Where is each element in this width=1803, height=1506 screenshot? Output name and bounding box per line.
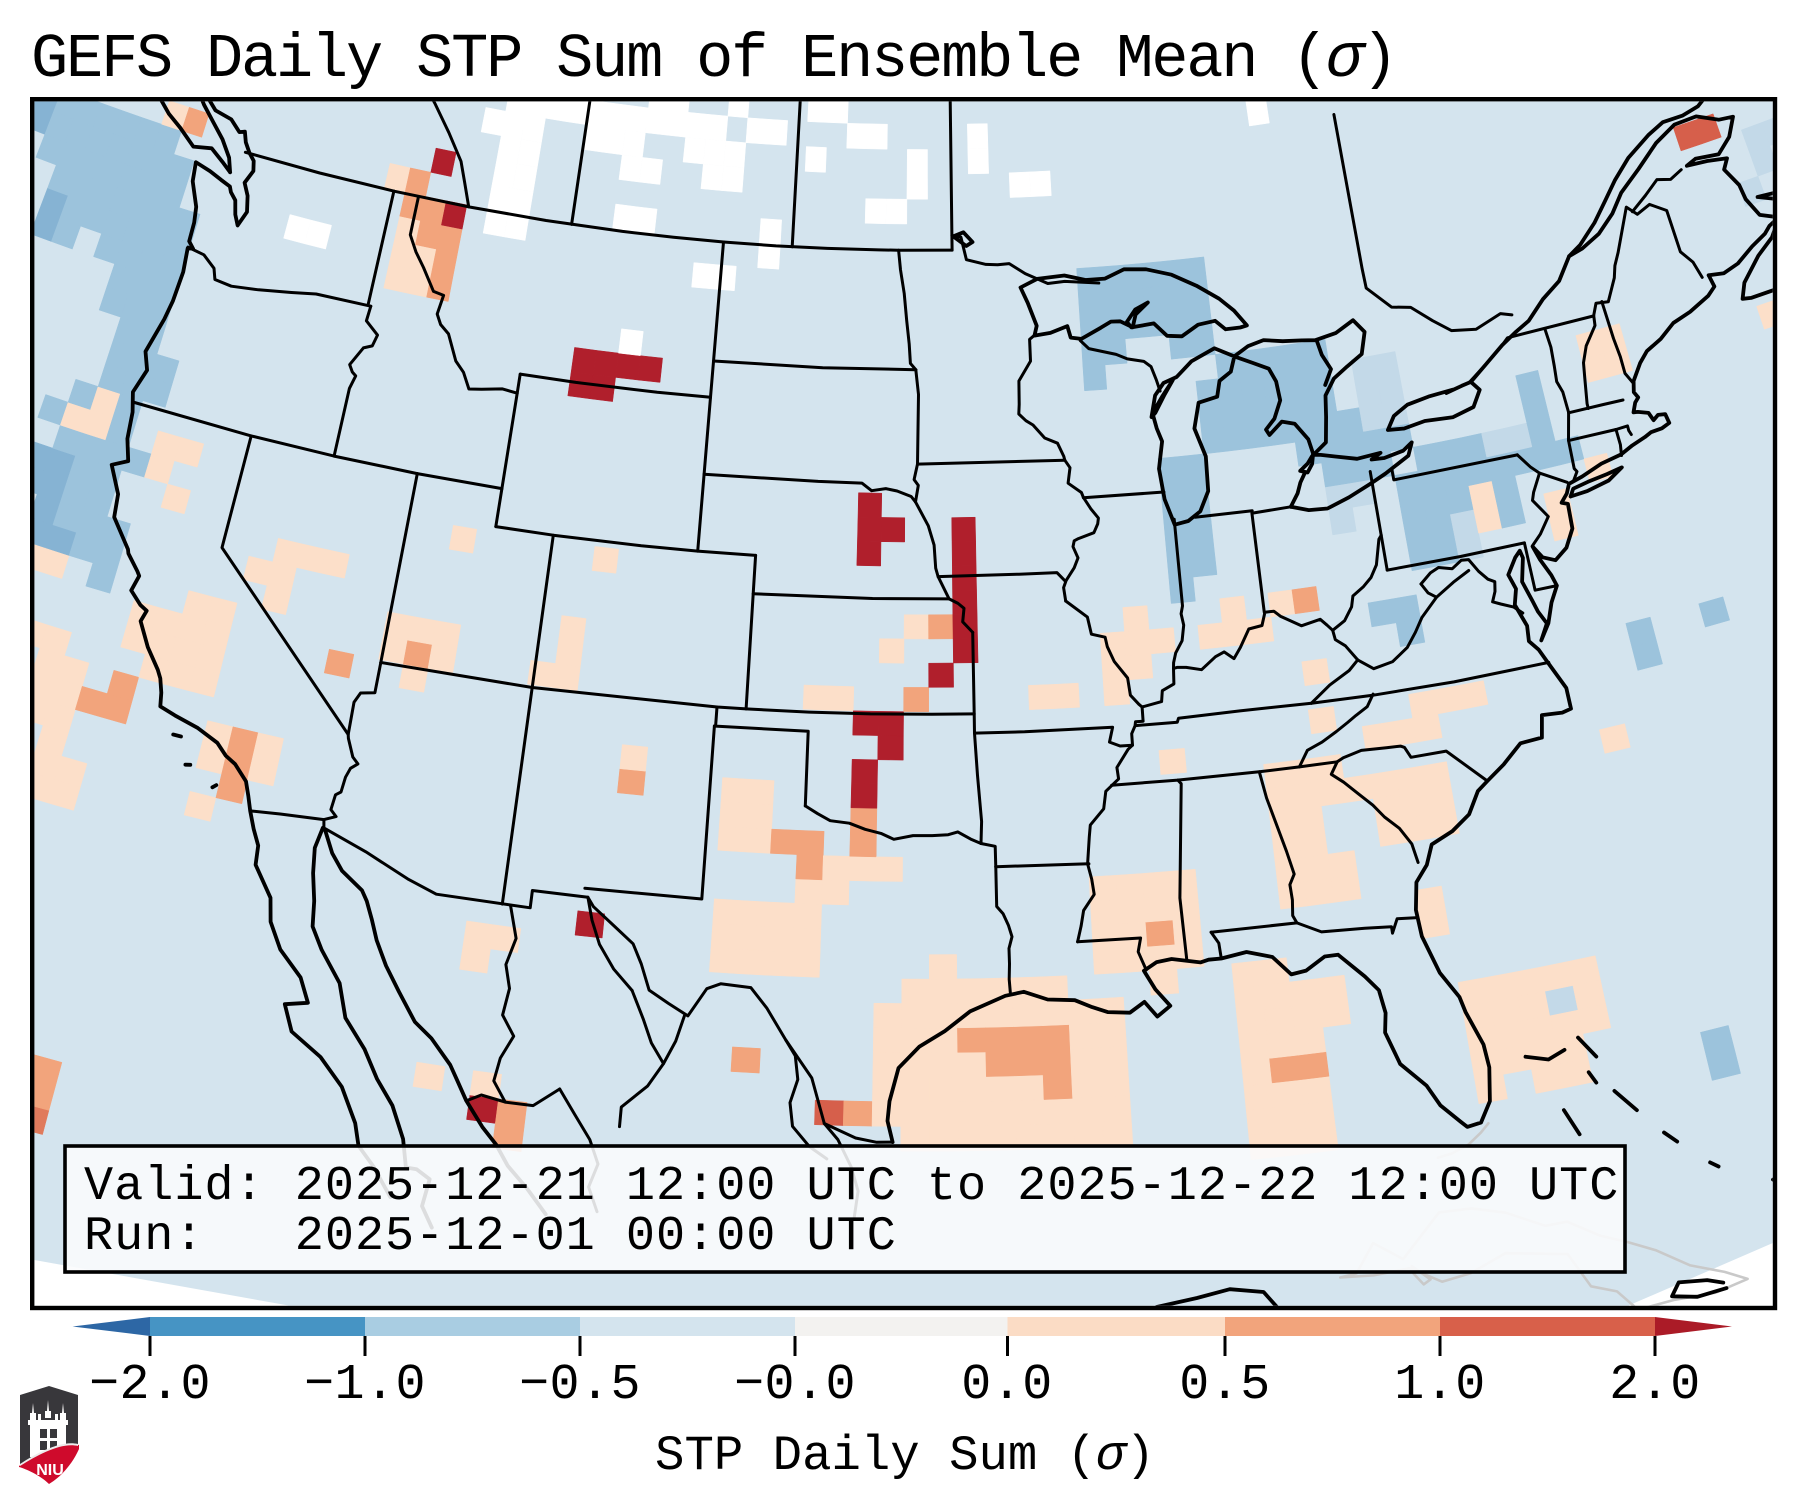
svg-text:NIU: NIU: [36, 1462, 64, 1479]
